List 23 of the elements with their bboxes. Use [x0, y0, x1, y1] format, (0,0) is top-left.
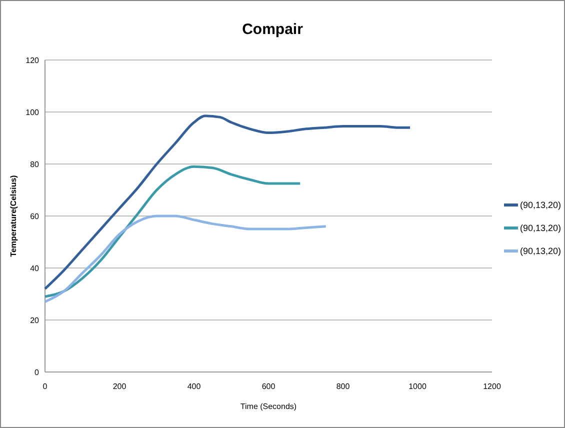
y-tick-label: 0 [34, 368, 40, 377]
y-tick-label: 40 [30, 264, 40, 273]
chart-title: Compair [242, 21, 304, 38]
legend-label: (90,13,20) [520, 246, 562, 256]
legend-label: (90,13,20) [520, 200, 562, 210]
x-tick-label: 0 [42, 382, 48, 391]
y-tick-label: 20 [30, 316, 40, 325]
x-tick-label: 1000 [408, 382, 427, 391]
x-tick-label: 200 [112, 382, 127, 391]
y-tick-label: 100 [26, 108, 40, 117]
x-axis-title: Time (Seconds) [240, 402, 297, 411]
y-tick-label: 80 [30, 160, 40, 169]
y-tick-label: 120 [26, 56, 40, 65]
x-tick-label: 1200 [483, 382, 502, 391]
x-tick-label: 400 [187, 382, 202, 391]
line-series [44, 114, 412, 290]
x-tick-label: 600 [262, 382, 276, 391]
x-tick-label: 800 [336, 382, 350, 391]
line-series [44, 214, 328, 304]
line-series [44, 165, 302, 298]
y-axis-title: Temperature(Celsius) [9, 174, 18, 257]
legend-label: (90,13,20) [520, 223, 562, 233]
y-tick-label: 60 [30, 212, 40, 221]
